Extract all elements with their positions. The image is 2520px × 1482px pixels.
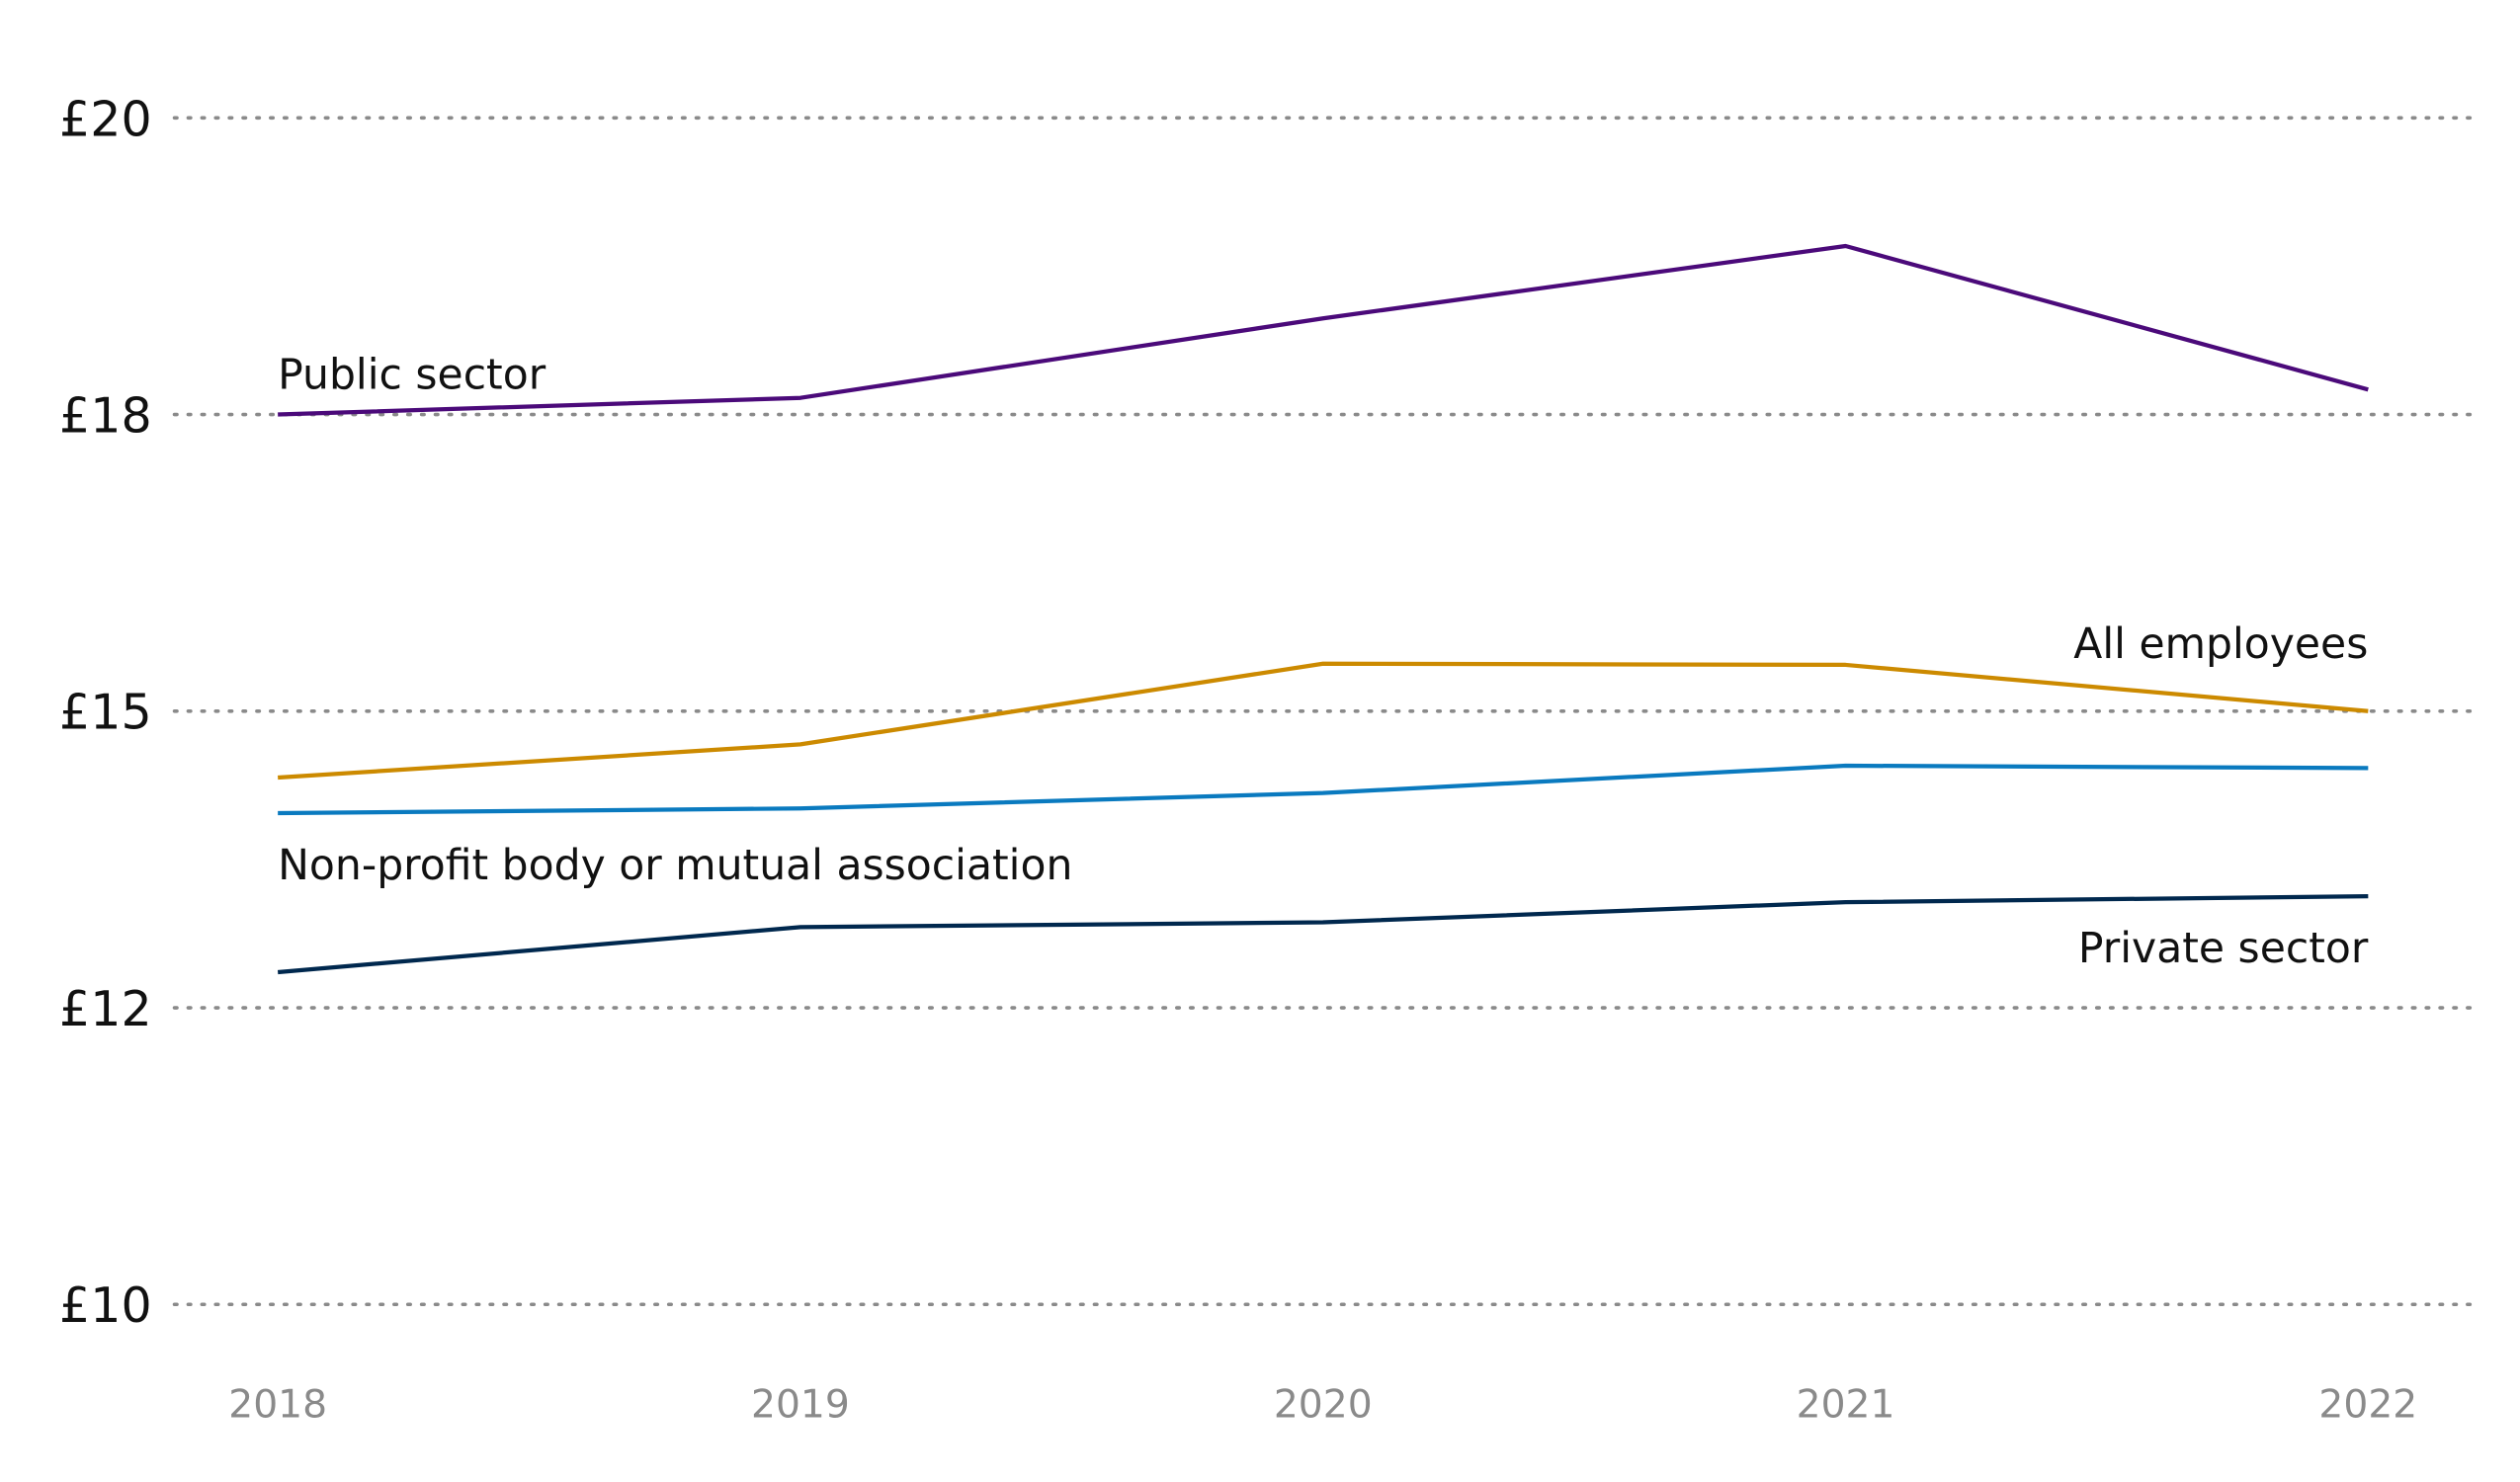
series-label: Private sector	[2078, 925, 2369, 973]
x-tick-label: 2019	[751, 1383, 850, 1428]
y-tick-label: £18	[59, 387, 152, 445]
series-line-private-sector	[277, 894, 2369, 975]
series-line-all-employees	[278, 661, 2369, 781]
series-line-non-profit-body-or-mutual-association	[278, 763, 2369, 816]
y-axis: £10 £12 £15 £18 £20	[59, 90, 152, 1334]
y-tick-label: £10	[59, 1276, 152, 1334]
x-tick-label: 2022	[2318, 1383, 2417, 1428]
gridlines	[172, 116, 2478, 1307]
series-label: All employees	[2073, 620, 2368, 669]
series-label: Public sector	[278, 351, 546, 399]
y-tick-label: £20	[59, 90, 152, 147]
series-line-public-sector	[278, 243, 2369, 417]
series-labels: Public sector All employees Non-profit bod…	[278, 351, 2369, 973]
y-tick-label: £12	[59, 980, 152, 1037]
series-lines	[277, 243, 2369, 975]
x-tick-label: 2021	[1797, 1383, 1895, 1428]
x-tick-label: 2018	[228, 1383, 327, 1428]
series-label: Non-profit body or mutual association	[278, 842, 1072, 890]
y-tick-label: £15	[59, 684, 152, 741]
x-tick-label: 2020	[1274, 1383, 1373, 1428]
x-axis: 2018 2019 2020 2021 2022	[228, 1383, 2417, 1428]
